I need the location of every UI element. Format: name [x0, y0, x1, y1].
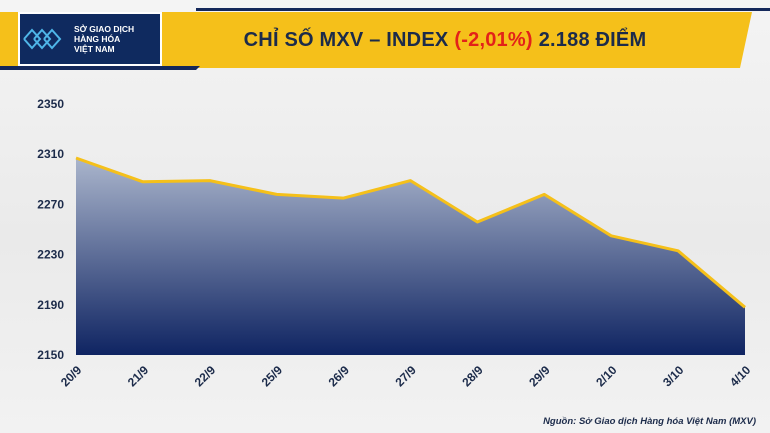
x-tick-label: 21/9 [125, 363, 152, 390]
title-change: (-2,01%) [454, 28, 533, 51]
x-tick-label: 3/10 [660, 363, 687, 390]
logo-line-1: SỞ GIAO DỊCH [74, 24, 135, 34]
title-suffix: 2.188 ĐIỂM [538, 28, 647, 51]
source-note: Nguồn: Sở Giao dịch Hàng hóa Việt Nam (M… [543, 416, 756, 427]
logo-chevrons-icon [23, 28, 62, 50]
banner-yellow-band [0, 12, 752, 68]
mxv-logo: SỞ GIAO DỊCH HÀNG HÓA VIỆT NAM [18, 12, 162, 66]
x-tick-label: 27/9 [392, 363, 419, 390]
y-tick-label: 2270 [37, 197, 64, 211]
y-tick-label: 2310 [37, 147, 64, 161]
logo-line-3: VIỆT NAM [74, 44, 115, 54]
logo-text: SỞ GIAO DỊCH HÀNG HÓA VIỆT NAM [74, 24, 134, 54]
x-tick-label: 28/9 [459, 363, 486, 390]
x-tick-label: 22/9 [192, 363, 219, 390]
banner-left-stripe [0, 66, 200, 70]
x-tick-label: 2/10 [593, 363, 620, 390]
x-tick-label: 20/9 [58, 363, 85, 390]
title-prefix: CHỈ SỐ MXV – INDEX [243, 28, 449, 51]
x-tick-label: 26/9 [326, 363, 353, 390]
y-tick-label: 2150 [37, 348, 64, 362]
chart-title: CHỈ SỐ MXV – INDEX (-2,01%) 2.188 ĐIỂM [210, 22, 680, 58]
x-tick-label: 4/10 [727, 363, 754, 390]
x-tick-label: 29/9 [526, 363, 553, 390]
index-area [76, 158, 745, 355]
x-tick-label: 25/9 [259, 363, 286, 390]
y-tick-label: 2350 [37, 97, 64, 111]
y-tick-label: 2190 [37, 298, 64, 312]
banner-navy-stripe [196, 8, 770, 11]
title-banner [0, 8, 770, 70]
y-tick-label: 2230 [37, 248, 64, 262]
logo-line-2: HÀNG HÓA [74, 34, 121, 44]
index-line [75, 156, 746, 309]
